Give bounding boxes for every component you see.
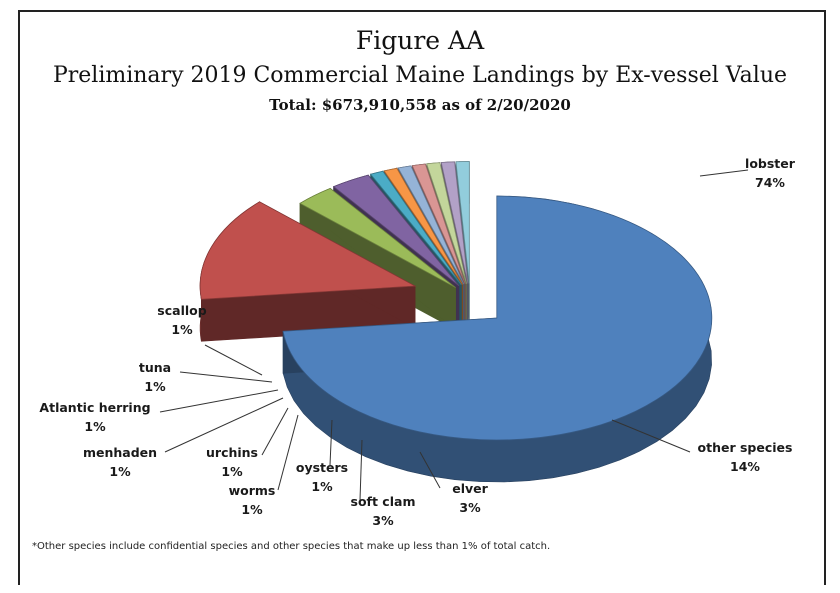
slice-percent: 1%	[84, 419, 106, 434]
leader-line	[699, 169, 749, 177]
slice-percent: 1%	[109, 464, 131, 479]
leader-line	[611, 419, 691, 453]
slice-label: oysters	[296, 460, 348, 475]
footnote: *Other species include confidential spec…	[32, 541, 551, 552]
slice-percent: 3%	[372, 513, 394, 528]
leader-line	[277, 414, 299, 491]
slice-percent: 1%	[144, 379, 166, 394]
slice-percent: 1%	[241, 502, 263, 517]
slice-elver	[299, 187, 456, 288]
slice-percent: 1%	[221, 464, 243, 479]
slice-label: elver	[452, 481, 488, 496]
chart-subtitle: Total: $673,910,558 as of 2/20/2020	[269, 96, 571, 114]
pie-tops	[199, 161, 713, 441]
slice-label: menhaden	[83, 445, 157, 460]
slice-label: urchins	[206, 445, 258, 460]
slice-label: lobster	[745, 156, 796, 171]
leader-line	[179, 371, 273, 383]
slice-percent: 1%	[171, 322, 193, 337]
leader-line	[329, 419, 333, 466]
slice-menhaden	[411, 163, 466, 285]
slice-urchins	[397, 165, 465, 285]
chart-title: Preliminary 2019 Commercial Maine Landin…	[52, 63, 788, 88]
slice-scallop	[455, 161, 470, 284]
slice-worms	[383, 167, 463, 285]
slice-other-species	[199, 201, 417, 300]
slice-label: tuna	[139, 360, 171, 375]
slice-oysters	[369, 170, 462, 286]
slice-percent: 14%	[730, 459, 760, 474]
slice-label: scallop	[157, 303, 206, 318]
slice-label: soft clam	[351, 494, 416, 509]
pie-labels: lobster 74% other species 14% elver 3% soft cl…	[39, 156, 795, 528]
leader-line	[359, 439, 363, 501]
slice-label: worms	[229, 483, 276, 498]
figure-label: Figure AA	[355, 26, 485, 55]
slice-tuna	[440, 161, 469, 284]
leader-line	[164, 397, 284, 453]
slice-label: Atlantic herring	[39, 400, 150, 415]
slice-soft-clam	[332, 174, 460, 287]
leader-line	[204, 344, 263, 376]
slice-percent: 3%	[459, 500, 481, 515]
slice-percent: 74%	[755, 175, 785, 190]
slice-lobster	[282, 195, 713, 441]
slice-label: other species	[698, 440, 793, 455]
slice-atlantic-herring	[426, 162, 467, 284]
leader-line	[419, 451, 441, 489]
leader-line	[159, 389, 279, 413]
leader-line	[261, 407, 289, 456]
figure-frame	[18, 10, 826, 585]
slice-percent: 1%	[311, 479, 333, 494]
